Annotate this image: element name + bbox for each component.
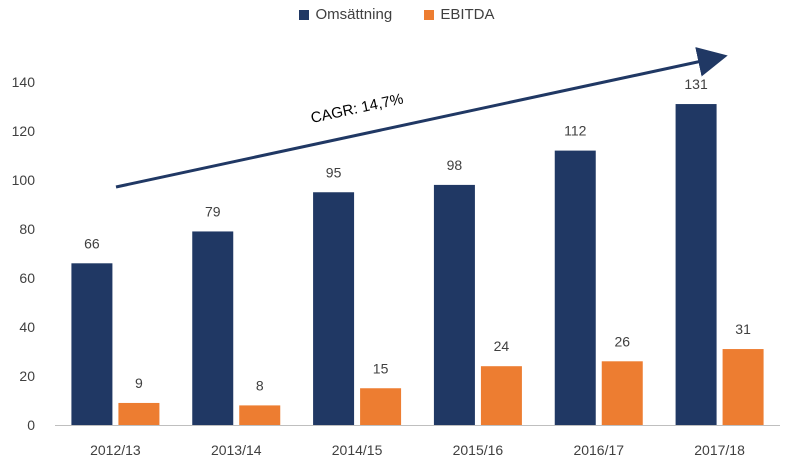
legend-item-omsattning: Omsättning: [299, 6, 392, 23]
bar-ebitda: [601, 361, 643, 425]
legend-swatch-ebitda: [424, 9, 435, 20]
bars: [71, 104, 764, 426]
cagr-annotation: CAGR: 14,7%: [309, 90, 405, 126]
data-label-ebitda: 31: [735, 321, 751, 337]
bar-omsattning: [433, 184, 475, 425]
legend-item-ebitda: EBITDA: [424, 6, 495, 23]
bar-omsattning: [192, 231, 234, 425]
chart-legend: Omsättning EBITDA: [0, 6, 794, 24]
x-axis-ticks: 2012/13 2013/14 2014/15 2015/16 2016/17 2017/…: [90, 442, 745, 458]
data-label-omsattning: 131: [684, 76, 708, 92]
x-tick-label: 2015/16: [453, 442, 504, 458]
data-label-omsattning: 95: [326, 164, 342, 180]
bar-omsattning: [313, 192, 355, 425]
cagr-arrow: [115, 47, 728, 189]
x-tick-label: 2014/15: [332, 442, 383, 458]
bar-omsattning: [554, 150, 596, 425]
data-label-ebitda: 8: [256, 377, 264, 393]
y-tick-label: 20: [19, 368, 35, 384]
y-tick-label: 100: [12, 172, 36, 188]
bar-omsattning: [71, 263, 113, 425]
bar-ebitda: [722, 349, 764, 425]
y-tick-label: 60: [19, 270, 35, 286]
y-axis-ticks: 0 20 40 60 80 100 120 140: [12, 74, 36, 433]
y-tick-label: 120: [12, 123, 36, 139]
data-labels: 66 9 79 8 95 15 98 24 112 26 131 31: [84, 76, 751, 393]
legend-label-omsattning: Omsättning: [315, 6, 393, 23]
legend-label-ebitda: EBITDA: [440, 6, 495, 23]
bar-ebitda: [360, 388, 402, 425]
y-tick-label: 0: [27, 417, 35, 433]
x-tick-label: 2013/14: [211, 442, 262, 458]
data-label-ebitda: 15: [373, 360, 389, 376]
data-label-omsattning: 98: [447, 157, 463, 173]
bar-ebitda: [480, 366, 522, 425]
y-tick-label: 140: [12, 74, 36, 90]
x-tick-label: 2017/18: [694, 442, 745, 458]
x-tick-label: 2012/13: [90, 442, 141, 458]
y-tick-label: 40: [19, 319, 35, 335]
data-label-ebitda: 26: [614, 333, 630, 349]
legend-swatch-omsattning: [299, 9, 310, 20]
data-label-ebitda: 9: [135, 375, 143, 391]
data-label-ebitda: 24: [494, 338, 510, 354]
data-label-omsattning: 79: [205, 203, 221, 219]
bar-omsattning: [675, 104, 717, 426]
bar-ebitda: [118, 402, 160, 425]
x-tick-label: 2016/17: [573, 442, 624, 458]
y-tick-label: 80: [19, 221, 35, 237]
data-label-omsattning: 66: [84, 235, 100, 251]
bar-ebitda: [239, 405, 281, 425]
data-label-omsattning: 112: [564, 123, 587, 139]
